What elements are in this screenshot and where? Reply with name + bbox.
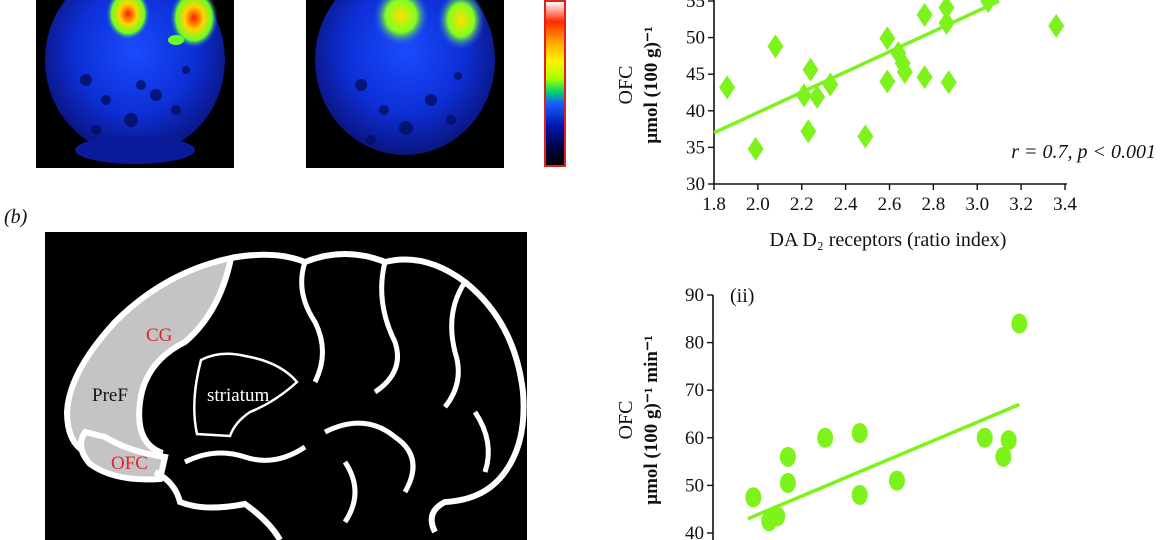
chart-ii-point xyxy=(779,446,796,467)
chart-i-y-tick-label: 50 xyxy=(686,28,705,49)
chart-i-x-tick-label: 2.0 xyxy=(746,194,770,215)
chart-i-point xyxy=(795,83,812,108)
chart-i-x-tick-label: 2.8 xyxy=(922,194,946,215)
chart-i-point xyxy=(802,57,819,82)
pet-scan-left xyxy=(36,0,234,168)
chart-i-fit-line xyxy=(713,0,1000,135)
chart-ii-point xyxy=(976,427,993,448)
chart-i-ylabel-line2: μmol (100 g)⁻¹ xyxy=(641,26,662,143)
chart-ii-point xyxy=(851,423,868,444)
chart-i-point xyxy=(879,69,896,94)
striatum-label: striatum xyxy=(207,385,270,406)
striatum-region xyxy=(193,352,299,438)
chart-ii-y-tick-label: 50 xyxy=(685,475,704,496)
chart-ii-y-tick-label: 40 xyxy=(685,523,704,540)
color-scale-bar xyxy=(544,0,566,167)
chart-ii-fit-line xyxy=(747,402,1020,521)
chart-i-point xyxy=(857,124,874,149)
scatter-chart-ii: 40 50 60 70 80 90 (ii) OFC μmol (100 g)⁻¹ min… xyxy=(615,285,1028,540)
chart-i-point xyxy=(747,136,764,161)
chart-i-x-tick-label: 3.0 xyxy=(965,194,989,215)
chart-ii-y-tick-label: 60 xyxy=(685,428,704,449)
pref-label: PreF xyxy=(92,385,128,406)
chart-i-point xyxy=(896,60,913,85)
chart-i-point xyxy=(938,10,955,35)
chart-i-point xyxy=(938,0,955,20)
chart-i-y-tick-label: 40 xyxy=(686,101,705,122)
chart-i-x-tick-label: 2.6 xyxy=(878,194,902,215)
cg-label: CG xyxy=(146,325,173,346)
chart-ii-y-tick-label: 80 xyxy=(685,333,704,354)
chart-i-point xyxy=(916,2,933,27)
chart-ii-ylabel-line1: OFC xyxy=(615,401,637,440)
chart-ii-point xyxy=(995,446,1012,467)
chart-i-point xyxy=(767,34,784,59)
chart-ii-point xyxy=(888,470,905,491)
chart-i-annotation: r = 0.7, p < 0.001 xyxy=(1011,141,1156,163)
chart-i-x-tick-label: 3.4 xyxy=(1053,194,1077,215)
pet-scan-right xyxy=(306,0,504,168)
ofc-label: OFC xyxy=(111,453,148,474)
ofc-region xyxy=(78,428,169,483)
chart-i-point xyxy=(879,26,896,51)
chart-i-point xyxy=(980,0,997,13)
chart-ii-panel-label: (ii) xyxy=(730,285,754,307)
chart-i-x-tick-label: 2.4 xyxy=(834,194,858,215)
panel-b-label: (b) xyxy=(4,206,28,228)
chart-i-point xyxy=(916,65,933,90)
chart-i-x-tick-label: 2.2 xyxy=(790,194,814,215)
chart-ii-point xyxy=(769,506,786,527)
chart-i-x-tick-label: 1.8 xyxy=(702,194,726,215)
chart-i-x-tick-label: 3.2 xyxy=(1009,194,1033,215)
chart-ii-point xyxy=(779,473,796,494)
chart-i-point xyxy=(719,75,736,100)
chart-ii-ylabel-line2: μmol (100 g)⁻¹ min⁻¹ xyxy=(641,335,662,504)
chart-i-point xyxy=(809,84,826,109)
brain-diagram: CG PreF OFC striatum xyxy=(45,232,527,540)
chart-ii-point xyxy=(851,484,868,505)
chart-ii-point xyxy=(1011,313,1028,334)
scatter-chart-i: 30 35 40 45 50 55 1.8 2.0 2.2 2.4 2.6 2.8 3.0 3.2 3.4… xyxy=(615,0,1156,251)
chart-ii-point xyxy=(817,427,834,448)
chart-ii-point xyxy=(1000,430,1017,451)
chart-i-point xyxy=(940,70,957,95)
chart-ii-y-tick-label: 90 xyxy=(685,285,704,306)
chart-ii-y-tick-label: 70 xyxy=(685,380,704,401)
chart-i-y-tick-label: 55 xyxy=(686,0,705,12)
chart-ii-point xyxy=(745,487,762,508)
chart-i-ylabel-line1: OFC xyxy=(615,66,637,105)
chart-i-point xyxy=(800,119,817,144)
chart-i-y-tick-label: 45 xyxy=(686,64,705,85)
chart-i-y-tick-label: 35 xyxy=(686,137,705,158)
chart-i-point xyxy=(890,40,907,65)
chart-i-y-tick-label: 30 xyxy=(686,174,705,195)
chart-i-point xyxy=(822,72,839,97)
chart-i-xlabel: DA D₂ receptors (ratio index) xyxy=(770,229,1007,251)
chart-i-point xyxy=(1048,13,1065,38)
